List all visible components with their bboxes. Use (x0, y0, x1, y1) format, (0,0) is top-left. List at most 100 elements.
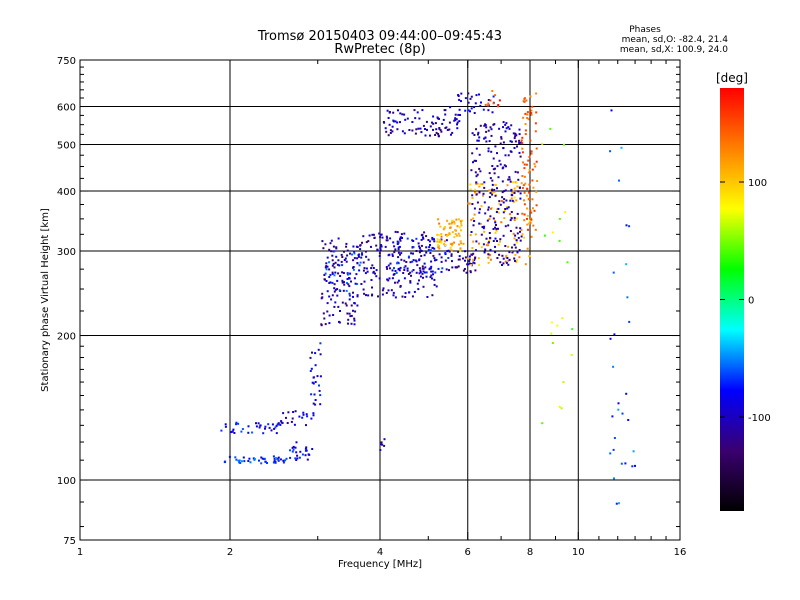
data-point (519, 230, 521, 233)
data-point (485, 244, 488, 247)
data-point (378, 252, 381, 255)
data-point (456, 121, 459, 124)
data-point (342, 289, 345, 292)
data-point (551, 342, 554, 344)
data-point (271, 423, 274, 426)
data-point (414, 259, 417, 262)
data-point (392, 119, 395, 122)
data-point (514, 234, 517, 237)
data-point (448, 233, 451, 236)
data-point (612, 448, 615, 451)
data-point (356, 294, 359, 297)
data-point (383, 438, 386, 441)
data-point (435, 285, 438, 288)
data-point (625, 224, 628, 227)
data-point (475, 193, 478, 196)
data-point (454, 233, 457, 235)
data-point (240, 460, 243, 463)
data-point (472, 258, 475, 261)
data-point (476, 201, 479, 204)
data-point (396, 281, 399, 284)
data-point (496, 240, 498, 242)
data-point (384, 245, 387, 248)
data-point (508, 258, 511, 261)
data-point (336, 279, 339, 282)
data-point (404, 118, 407, 121)
data-point (482, 227, 485, 230)
data-point (437, 134, 440, 137)
data-point (422, 276, 424, 279)
data-point (429, 244, 431, 246)
data-point (571, 328, 574, 331)
data-point (273, 457, 276, 460)
data-point (438, 239, 441, 241)
data-point (437, 218, 440, 221)
data-point (506, 184, 509, 187)
data-point (429, 276, 432, 279)
data-point (397, 262, 400, 265)
data-point (520, 139, 523, 142)
data-point (453, 222, 456, 225)
data-point (436, 238, 439, 241)
data-point (305, 413, 308, 416)
data-point (431, 238, 434, 241)
data-point (272, 455, 275, 458)
data-point (341, 301, 344, 304)
data-point (396, 231, 399, 234)
data-point (453, 220, 456, 223)
data-point (319, 394, 322, 397)
data-point (435, 128, 438, 131)
data-point (412, 240, 415, 242)
data-point (492, 217, 495, 220)
data-point (634, 464, 636, 467)
data-point (504, 123, 507, 126)
data-point (487, 102, 490, 105)
data-point (360, 256, 363, 259)
data-point (459, 220, 462, 223)
data-point (296, 457, 299, 460)
data-point (516, 171, 519, 174)
data-point (428, 240, 431, 243)
data-point (522, 100, 525, 103)
data-point (328, 282, 331, 284)
data-point (357, 255, 360, 258)
data-point (444, 233, 447, 236)
data-point (519, 239, 522, 242)
data-point (411, 295, 414, 298)
data-point (255, 422, 257, 425)
data-point (502, 201, 505, 204)
data-point (411, 270, 414, 273)
data-point (356, 283, 359, 285)
data-point (341, 281, 344, 284)
data-point (341, 256, 344, 258)
data-point (334, 301, 337, 304)
data-point (453, 236, 456, 239)
data-point (528, 168, 531, 171)
data-point (509, 230, 512, 232)
data-point (493, 188, 496, 191)
data-point (399, 238, 401, 241)
data-point (508, 178, 511, 181)
data-point (353, 250, 356, 253)
data-point (506, 206, 508, 209)
data-point (529, 221, 532, 224)
data-point (468, 260, 471, 263)
data-point (462, 257, 464, 260)
data-point (543, 234, 546, 237)
data-point (388, 111, 391, 114)
data-point (470, 95, 473, 98)
data-point (501, 196, 504, 199)
data-point (336, 288, 339, 291)
data-point (497, 211, 500, 214)
data-point (470, 107, 473, 110)
data-point (349, 252, 351, 255)
data-point (449, 246, 452, 249)
data-point (507, 126, 510, 129)
data-point (562, 381, 565, 383)
data-point (280, 421, 283, 424)
data-point (494, 183, 497, 186)
data-point (392, 111, 395, 114)
data-point (404, 292, 407, 295)
data-point (617, 408, 620, 411)
data-point (518, 139, 521, 142)
